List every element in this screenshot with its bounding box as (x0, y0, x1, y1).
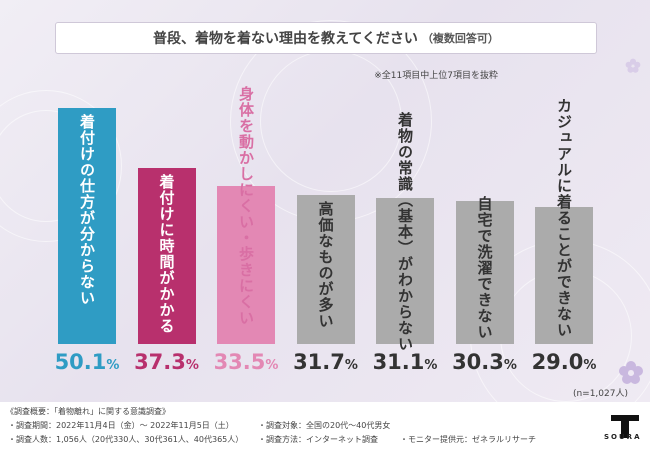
value-unit: % (185, 358, 199, 373)
bar-7 (535, 207, 593, 344)
value-label-4: 31.7% (286, 350, 366, 374)
sample-size-note: (n=1,027人) (572, 389, 628, 399)
bar-2 (137, 168, 196, 344)
survey-count: ・調査人数：1,056人（20代330人、30代361人、40代365人） (8, 435, 244, 444)
soura-logo-text: SOURA (604, 433, 642, 441)
bar-6 (455, 201, 514, 344)
value-number: 37.3 (134, 350, 186, 374)
value-label-3: 33.5% (206, 350, 286, 374)
bar-label-6: 自宅で洗濯できない (475, 196, 494, 340)
value-label-6: 30.3% (445, 350, 525, 374)
value-unit: % (265, 358, 279, 373)
value-number: 31.7 (293, 350, 345, 374)
chart-title-sub: （複数回答可） (421, 32, 499, 45)
value-label-2: 37.3% (127, 350, 207, 374)
survey-period: ・調査期間：2022年11月4日（金）〜 2022年11月5日（土） (8, 421, 234, 430)
value-label-7: 29.0% (524, 350, 604, 374)
bar-1 (58, 108, 116, 344)
value-unit: % (344, 358, 358, 373)
value-unit: % (503, 358, 517, 373)
survey-method: ・調査方法：インターネット調査 (258, 435, 378, 444)
bar-label-2: 着付けに時間がかかる (157, 174, 176, 335)
plum-blossom-icon (619, 361, 643, 384)
survey-footer: 《調査概要：「着物離れ」に関する意識調査》 ・調査期間：2022年11月4日（金… (0, 402, 650, 450)
value-unit: % (106, 358, 120, 373)
survey-target: ・調査対象：全国の20代〜40代男女 (258, 421, 391, 430)
value-unit: % (583, 358, 597, 373)
survey-provider: ・モニター提供元：ゼネラルリサーチ (400, 435, 536, 444)
soura-logo-mark (611, 415, 639, 438)
bar-5 (376, 197, 434, 344)
bar-label-3: 身体を動かしにくい・歩きにくい (237, 86, 255, 327)
value-label-5: 31.1% (365, 350, 445, 374)
excerpt-note: ※全11項目中上位7項目を抜粋 (374, 71, 498, 81)
bar-3 (217, 186, 275, 344)
bar-label-5: 着物の常識（基本）がわからない (396, 112, 414, 352)
value-number: 30.3 (452, 350, 504, 374)
bar-label-7: カジュアルに着ることができない (555, 98, 573, 338)
bar-label-4: 高価なものが多い (316, 200, 335, 329)
chart-title-box: 普段、着物を着ない理由を教えてください （複数回答可） (55, 22, 597, 54)
value-label-1: 50.1% (47, 350, 127, 374)
value-unit: % (424, 358, 438, 373)
chart-title: 普段、着物を着ない理由を教えてください (153, 31, 418, 47)
bar-4 (296, 194, 355, 344)
value-number: 33.5 (213, 350, 266, 374)
value-number: 50.1 (54, 350, 107, 374)
survey-heading: 《調査概要：「着物離れ」に関する意識調査》 (6, 407, 170, 416)
value-number: 31.1 (372, 350, 425, 374)
value-number: 29.0 (531, 350, 584, 374)
bar-label-1: 着付けの仕方が分からない (78, 114, 96, 306)
plum-blossom-icon (625, 58, 641, 73)
